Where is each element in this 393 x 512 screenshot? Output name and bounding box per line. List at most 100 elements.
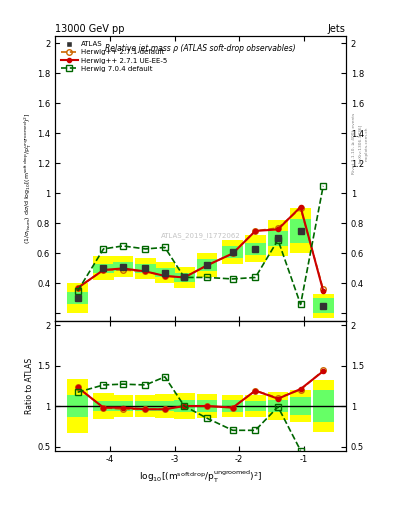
- Bar: [268, 231, 288, 246]
- ATLAS: [182, 274, 187, 281]
- Herwig++ 2.7.1 UE-EE-5: [75, 285, 80, 291]
- ATLAS: [143, 265, 148, 271]
- Bar: [196, 399, 217, 413]
- Bar: [112, 263, 133, 271]
- Bar: [112, 401, 133, 411]
- ATLAS: [253, 246, 258, 252]
- ATLAS: [163, 270, 167, 276]
- Herwig 7.0.4 default: [182, 274, 187, 281]
- Bar: [196, 253, 217, 278]
- Herwig++ 2.7.1 UE-EE-5: [253, 228, 258, 234]
- Herwig 7.0.4 default: [230, 276, 235, 282]
- Bar: [196, 394, 217, 418]
- Herwig++ 2.7.1 UE-EE-5: [298, 204, 303, 210]
- Y-axis label: $(1/\sigma_\mathrm{fisum})$ d$\sigma$/d log$_{10}$[(m$^{\mathrm{soft\,drop}}$/p$: $(1/\sigma_\mathrm{fisum})$ d$\sigma$/d …: [23, 113, 34, 244]
- Text: [arXiv:1306.3436]: [arXiv:1306.3436]: [358, 124, 362, 163]
- Bar: [290, 390, 311, 422]
- Herwig 7.0.4 default: [143, 246, 148, 252]
- ATLAS: [101, 265, 106, 271]
- Bar: [93, 257, 114, 281]
- Bar: [112, 257, 133, 278]
- Bar: [290, 219, 311, 243]
- Herwig++ 2.7.1 default: [101, 267, 106, 273]
- Y-axis label: Ratio to ATLAS: Ratio to ATLAS: [25, 358, 34, 414]
- Text: Relative jet mass ρ (ATLAS soft-drop observables): Relative jet mass ρ (ATLAS soft-drop obs…: [105, 45, 296, 53]
- Bar: [222, 400, 243, 412]
- Herwig++ 2.7.1 default: [321, 286, 325, 292]
- Bar: [112, 395, 133, 417]
- ATLAS: [204, 262, 209, 268]
- Bar: [67, 379, 88, 433]
- Herwig++ 2.7.1 UE-EE-5: [182, 274, 187, 281]
- Bar: [245, 395, 266, 417]
- Herwig++ 2.7.1 UE-EE-5: [204, 262, 209, 268]
- Herwig++ 2.7.1 default: [253, 228, 258, 234]
- Bar: [93, 264, 114, 273]
- Bar: [174, 400, 195, 412]
- Line: Herwig 7.0.4 default: Herwig 7.0.4 default: [75, 183, 326, 307]
- Bar: [313, 298, 334, 313]
- Bar: [174, 273, 195, 282]
- Herwig++ 2.7.1 default: [204, 262, 209, 268]
- ATLAS: [121, 264, 125, 270]
- Text: Jets: Jets: [328, 24, 346, 34]
- Bar: [222, 240, 243, 264]
- Herwig++ 2.7.1 UE-EE-5: [275, 226, 280, 232]
- Legend: ATLAS, Herwig++ 2.7.1 default, Herwig++ 2.7.1 UE-EE-5, Herwig 7.0.4 default: ATLAS, Herwig++ 2.7.1 default, Herwig++ …: [59, 39, 170, 74]
- Bar: [196, 260, 217, 271]
- Herwig 7.0.4 default: [298, 302, 303, 308]
- Bar: [222, 246, 243, 258]
- Herwig++ 2.7.1 UE-EE-5: [163, 273, 167, 279]
- Bar: [245, 401, 266, 411]
- Bar: [245, 243, 266, 255]
- Herwig 7.0.4 default: [321, 183, 325, 189]
- X-axis label: log$_{10}$[(m$^{\mathrm{soft\,drop}}$/p$_\mathrm{T}^{\mathrm{ungroomed}}$)$^2$]: log$_{10}$[(m$^{\mathrm{soft\,drop}}$/p$…: [139, 468, 262, 485]
- Bar: [154, 268, 175, 278]
- Line: Herwig++ 2.7.1 default: Herwig++ 2.7.1 default: [75, 206, 326, 292]
- Herwig 7.0.4 default: [101, 246, 106, 252]
- Herwig++ 2.7.1 default: [275, 225, 280, 231]
- Bar: [154, 401, 175, 411]
- Bar: [313, 380, 334, 432]
- Bar: [222, 395, 243, 417]
- Text: ATLAS_2019_I1772062: ATLAS_2019_I1772062: [161, 232, 240, 239]
- Herwig 7.0.4 default: [75, 288, 80, 294]
- Herwig++ 2.7.1 UE-EE-5: [101, 267, 106, 273]
- Herwig++ 2.7.1 default: [121, 267, 125, 273]
- Bar: [174, 267, 195, 288]
- Herwig++ 2.7.1 default: [298, 205, 303, 211]
- Text: mcplots.cern.ch: mcplots.cern.ch: [365, 126, 369, 161]
- Herwig 7.0.4 default: [163, 244, 167, 250]
- Herwig++ 2.7.1 default: [75, 285, 80, 291]
- Bar: [268, 221, 288, 257]
- Herwig++ 2.7.1 UE-EE-5: [143, 268, 148, 274]
- Bar: [154, 394, 175, 418]
- Bar: [93, 393, 114, 419]
- Herwig 7.0.4 default: [275, 237, 280, 243]
- Herwig 7.0.4 default: [253, 274, 258, 281]
- Herwig++ 2.7.1 default: [182, 274, 187, 281]
- ATLAS: [275, 236, 280, 242]
- Bar: [245, 236, 266, 263]
- Bar: [135, 258, 156, 279]
- Text: Rivet 3.1.10, ≥ 400k events: Rivet 3.1.10, ≥ 400k events: [352, 113, 356, 174]
- Bar: [135, 395, 156, 417]
- Bar: [268, 392, 288, 420]
- Bar: [174, 393, 195, 419]
- Text: 13000 GeV pp: 13000 GeV pp: [55, 24, 125, 34]
- Bar: [67, 292, 88, 305]
- Bar: [313, 294, 334, 318]
- Bar: [154, 263, 175, 284]
- Line: ATLAS: ATLAS: [74, 227, 327, 309]
- Herwig++ 2.7.1 UE-EE-5: [121, 265, 125, 271]
- Line: Herwig++ 2.7.1 UE-EE-5: Herwig++ 2.7.1 UE-EE-5: [75, 205, 325, 293]
- ATLAS: [230, 249, 235, 255]
- Bar: [67, 395, 88, 417]
- Bar: [290, 397, 311, 415]
- Bar: [135, 401, 156, 411]
- Bar: [67, 284, 88, 313]
- Bar: [135, 264, 156, 273]
- ATLAS: [298, 228, 303, 234]
- Herwig++ 2.7.1 default: [230, 250, 235, 257]
- Herwig 7.0.4 default: [121, 243, 125, 249]
